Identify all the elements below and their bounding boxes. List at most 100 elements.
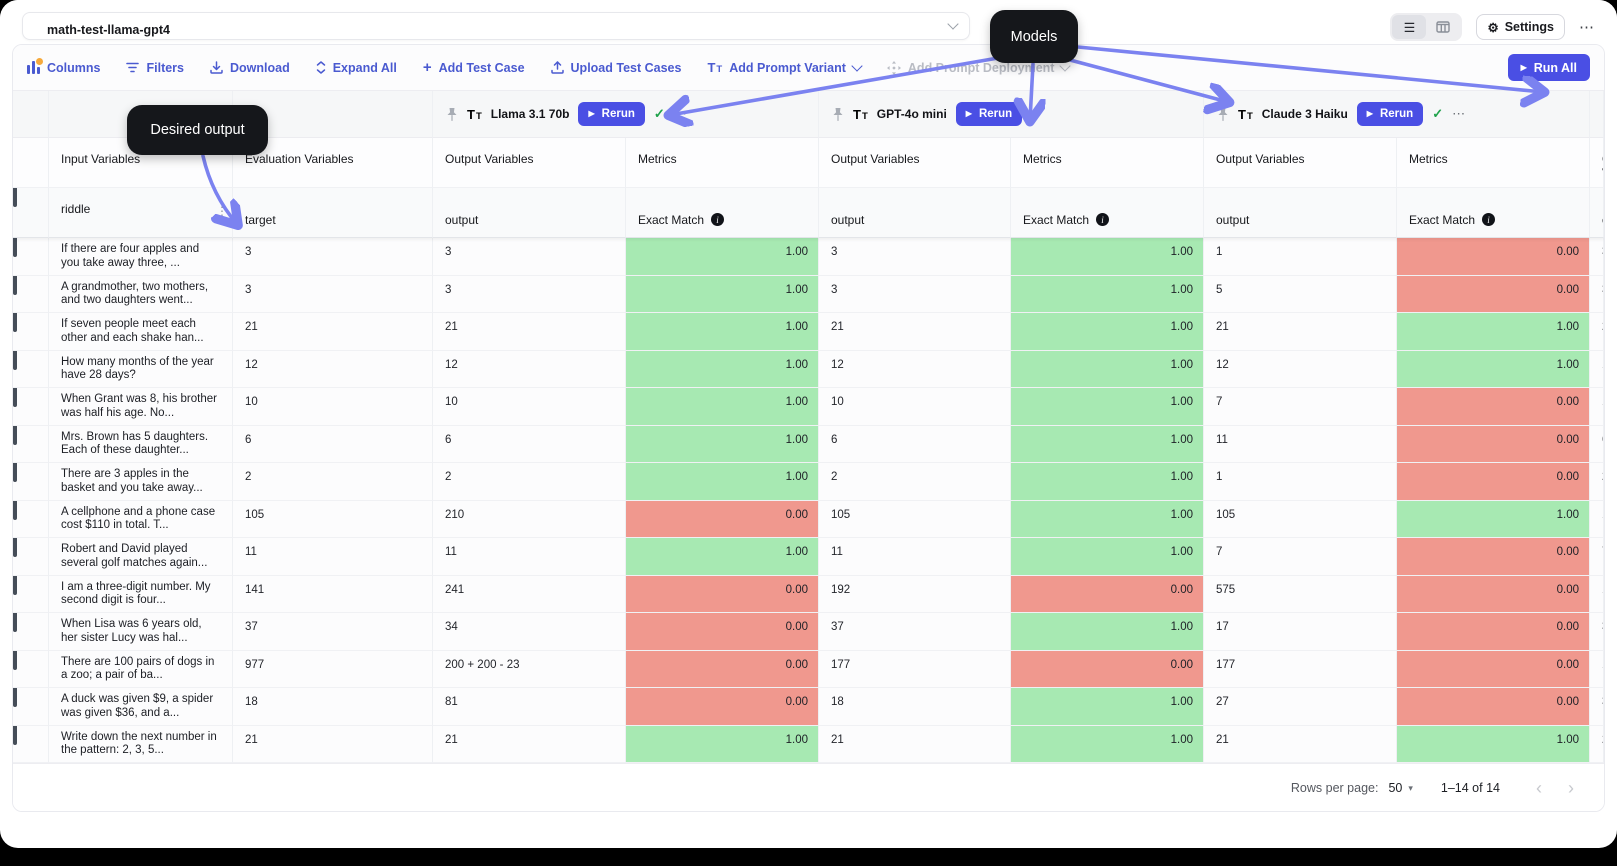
- output-cell-claude[interactable]: 27: [1204, 688, 1397, 726]
- output-cell-llama[interactable]: 200 + 200 - 23: [433, 650, 626, 688]
- model-more-button[interactable]: ⋯: [1452, 106, 1467, 121]
- output-cell-gpt[interactable]: 6: [819, 425, 1011, 463]
- row-checkbox[interactable]: [13, 388, 17, 407]
- pin-icon[interactable]: [1217, 107, 1229, 122]
- metric-cell-gpt[interactable]: 1.00: [1011, 463, 1204, 501]
- riddle-cell[interactable]: A duck was given $9, a spider was given …: [49, 688, 233, 726]
- add-test-case-button[interactable]: + Add Test Case: [423, 60, 525, 75]
- row-checkbox[interactable]: [13, 688, 17, 707]
- row-checkbox[interactable]: [13, 650, 17, 670]
- riddle-cell[interactable]: If there are four apples and you take aw…: [49, 238, 233, 276]
- pin-icon[interactable]: [832, 107, 844, 122]
- metric-cell-llama[interactable]: 0.00: [626, 650, 819, 688]
- metric-cell-claude[interactable]: 0.00: [1397, 425, 1590, 463]
- table-view-button[interactable]: [1426, 15, 1460, 39]
- expand-all-button[interactable]: Expand All: [316, 61, 397, 75]
- target-cell[interactable]: 2: [233, 463, 433, 501]
- metric-cell-claude[interactable]: 1.00: [1397, 725, 1590, 763]
- riddle-cell[interactable]: Mrs. Brown has 5 daughters. Each of thes…: [49, 425, 233, 463]
- metric-cell-gpt[interactable]: 1.00: [1011, 313, 1204, 351]
- metric-cell-llama[interactable]: 0.00: [626, 613, 819, 651]
- output-cell-claude[interactable]: 11: [1204, 425, 1397, 463]
- upload-test-cases-button[interactable]: Upload Test Cases: [550, 61, 681, 75]
- metric-cell-gpt[interactable]: 1.00: [1011, 538, 1204, 576]
- output-cell-gpt[interactable]: 2: [819, 463, 1011, 501]
- download-button[interactable]: Download: [210, 61, 290, 75]
- output-cell-claude[interactable]: 12: [1204, 350, 1397, 388]
- output-cell-gpt[interactable]: 11: [819, 538, 1011, 576]
- output-cell-claude[interactable]: 5: [1204, 275, 1397, 313]
- target-cell[interactable]: 10: [233, 388, 433, 426]
- output-cell-llama[interactable]: 21: [433, 725, 626, 763]
- metric-cell-gpt[interactable]: 1.00: [1011, 350, 1204, 388]
- output-cell-claude[interactable]: 575: [1204, 575, 1397, 613]
- output-cell-claude[interactable]: 7: [1204, 388, 1397, 426]
- output-cell-claude[interactable]: 105: [1204, 500, 1397, 538]
- output-cell-claude[interactable]: 21: [1204, 725, 1397, 763]
- metric-cell-gpt[interactable]: 1.00: [1011, 500, 1204, 538]
- target-cell[interactable]: 18: [233, 688, 433, 726]
- metric-cell-gpt[interactable]: 1.00: [1011, 613, 1204, 651]
- output-cell-llama[interactable]: 2: [433, 463, 626, 501]
- output-cell-llama[interactable]: 3: [433, 238, 626, 276]
- row-checkbox[interactable]: [13, 425, 17, 445]
- row-checkbox[interactable]: [13, 613, 17, 632]
- output-cell-gpt[interactable]: 12: [819, 350, 1011, 388]
- target-cell[interactable]: 977: [233, 650, 433, 688]
- output-cell-llama[interactable]: 21: [433, 313, 626, 351]
- metric-cell-claude[interactable]: 1.00: [1397, 313, 1590, 351]
- row-checkbox[interactable]: [13, 500, 17, 520]
- row-checkbox[interactable]: [13, 725, 17, 745]
- metric-cell-claude[interactable]: 1.00: [1397, 350, 1590, 388]
- list-view-button[interactable]: ☰: [1392, 15, 1427, 39]
- row-checkbox[interactable]: [13, 538, 17, 557]
- output-cell-gpt[interactable]: 3: [819, 238, 1011, 276]
- target-cell[interactable]: 37: [233, 613, 433, 651]
- riddle-cell[interactable]: When Lisa was 6 years old, her sister Lu…: [49, 613, 233, 651]
- metric-cell-llama[interactable]: 1.00: [626, 463, 819, 501]
- metric-cell-gpt[interactable]: 1.00: [1011, 425, 1204, 463]
- output-cell-llama[interactable]: 34: [433, 613, 626, 651]
- metric-cell-claude[interactable]: 1.00: [1397, 500, 1590, 538]
- rerun-button-claude[interactable]: ▶ Rerun: [1356, 102, 1424, 126]
- metric-cell-claude[interactable]: 0.00: [1397, 575, 1590, 613]
- riddle-cell[interactable]: There are 3 apples in the basket and you…: [49, 463, 233, 501]
- output-cell-claude[interactable]: 17: [1204, 613, 1397, 651]
- metric-cell-claude[interactable]: 0.00: [1397, 538, 1590, 576]
- metric-cell-llama[interactable]: 1.00: [626, 388, 819, 426]
- output-cell-claude[interactable]: 1: [1204, 238, 1397, 276]
- output-cell-claude[interactable]: 7: [1204, 538, 1397, 576]
- metric-cell-llama[interactable]: 0.00: [626, 575, 819, 613]
- output-cell-llama[interactable]: 11: [433, 538, 626, 576]
- filters-button[interactable]: Filters: [126, 61, 184, 75]
- riddle-cell[interactable]: I am a three-digit number. My second dig…: [49, 575, 233, 613]
- row-checkbox[interactable]: [13, 313, 17, 332]
- metric-cell-gpt[interactable]: 0.00: [1011, 650, 1204, 688]
- output-cell-gpt[interactable]: 177: [819, 650, 1011, 688]
- metric-cell-gpt[interactable]: 1.00: [1011, 688, 1204, 726]
- column-menu-icon[interactable]: ⋮: [216, 204, 228, 218]
- output-cell-llama[interactable]: 241: [433, 575, 626, 613]
- metric-cell-llama[interactable]: 1.00: [626, 538, 819, 576]
- output-cell-llama[interactable]: 10: [433, 388, 626, 426]
- metric-cell-claude[interactable]: 0.00: [1397, 463, 1590, 501]
- metric-cell-gpt[interactable]: 1.00: [1011, 725, 1204, 763]
- output-cell-claude[interactable]: 1: [1204, 463, 1397, 501]
- target-cell[interactable]: 11: [233, 538, 433, 576]
- target-cell[interactable]: 141: [233, 575, 433, 613]
- target-cell[interactable]: 21: [233, 725, 433, 763]
- target-cell[interactable]: 12: [233, 350, 433, 388]
- run-all-button[interactable]: ▶ Run All: [1507, 54, 1590, 81]
- output-cell-gpt[interactable]: 18: [819, 688, 1011, 726]
- metric-cell-gpt[interactable]: 1.00: [1011, 275, 1204, 313]
- output-cell-llama[interactable]: 6: [433, 425, 626, 463]
- pin-icon[interactable]: [446, 107, 458, 122]
- riddle-cell[interactable]: Write down the next number in the patter…: [49, 725, 233, 763]
- metric-cell-claude[interactable]: 0.00: [1397, 238, 1590, 276]
- target-cell[interactable]: 21: [233, 313, 433, 351]
- metric-cell-llama[interactable]: 1.00: [626, 275, 819, 313]
- metric-cell-gpt[interactable]: 0.00: [1011, 575, 1204, 613]
- row-checkbox[interactable]: [13, 575, 17, 595]
- info-icon[interactable]: i: [711, 213, 725, 226]
- info-icon[interactable]: i: [1096, 213, 1110, 226]
